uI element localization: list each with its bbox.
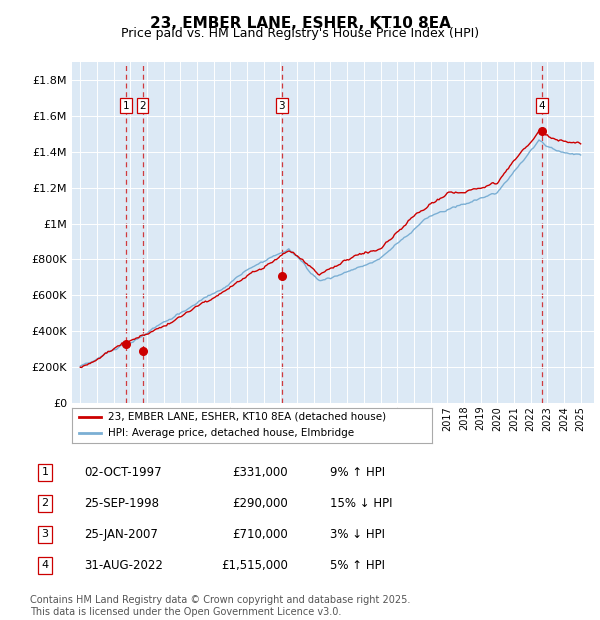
Text: Contains HM Land Registry data © Crown copyright and database right 2025.
This d: Contains HM Land Registry data © Crown c… bbox=[30, 595, 410, 617]
Text: £1,515,000: £1,515,000 bbox=[221, 559, 288, 572]
Text: 15% ↓ HPI: 15% ↓ HPI bbox=[330, 497, 392, 510]
Text: £710,000: £710,000 bbox=[232, 528, 288, 541]
Text: £290,000: £290,000 bbox=[232, 497, 288, 510]
Text: HPI: Average price, detached house, Elmbridge: HPI: Average price, detached house, Elmb… bbox=[108, 428, 354, 438]
Text: 9% ↑ HPI: 9% ↑ HPI bbox=[330, 466, 385, 479]
Text: 3: 3 bbox=[278, 101, 285, 111]
Text: 2: 2 bbox=[41, 498, 49, 508]
Text: 3: 3 bbox=[41, 529, 49, 539]
Text: 3% ↓ HPI: 3% ↓ HPI bbox=[330, 528, 385, 541]
Text: 23, EMBER LANE, ESHER, KT10 8EA: 23, EMBER LANE, ESHER, KT10 8EA bbox=[149, 16, 451, 30]
Text: £331,000: £331,000 bbox=[232, 466, 288, 479]
Text: 25-JAN-2007: 25-JAN-2007 bbox=[84, 528, 158, 541]
Text: 25-SEP-1998: 25-SEP-1998 bbox=[84, 497, 159, 510]
Text: 5% ↑ HPI: 5% ↑ HPI bbox=[330, 559, 385, 572]
Text: 23, EMBER LANE, ESHER, KT10 8EA (detached house): 23, EMBER LANE, ESHER, KT10 8EA (detache… bbox=[108, 412, 386, 422]
Text: 4: 4 bbox=[538, 101, 545, 111]
Text: 4: 4 bbox=[41, 560, 49, 570]
Text: 1: 1 bbox=[41, 467, 49, 477]
Text: 02-OCT-1997: 02-OCT-1997 bbox=[84, 466, 161, 479]
Text: 2: 2 bbox=[139, 101, 146, 111]
Text: 31-AUG-2022: 31-AUG-2022 bbox=[84, 559, 163, 572]
Text: Price paid vs. HM Land Registry's House Price Index (HPI): Price paid vs. HM Land Registry's House … bbox=[121, 27, 479, 40]
Text: 1: 1 bbox=[123, 101, 130, 111]
